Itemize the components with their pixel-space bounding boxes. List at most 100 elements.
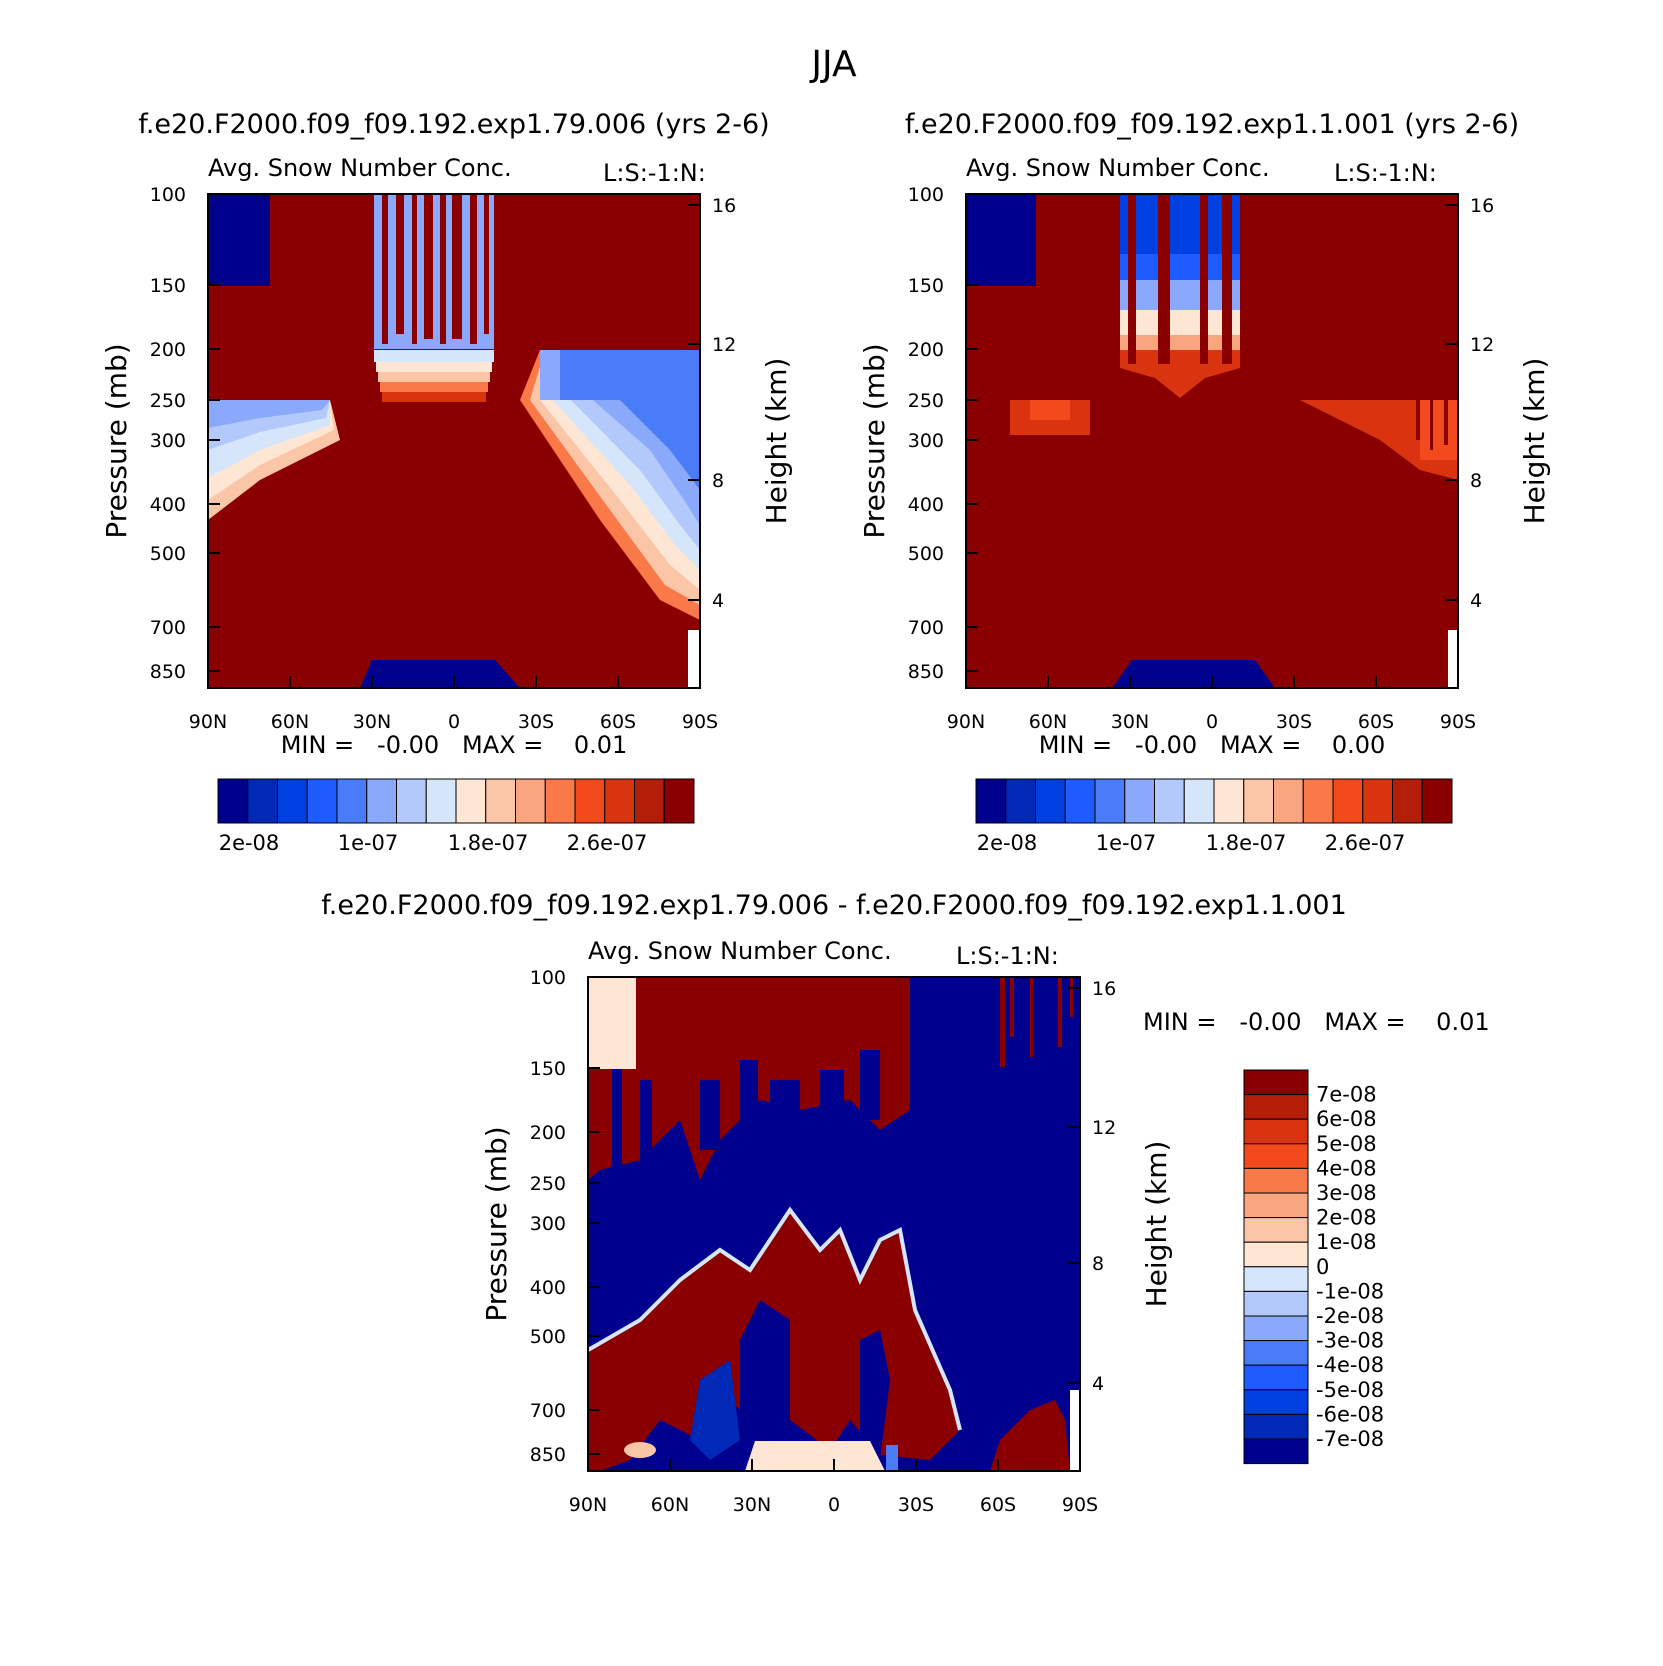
- panel-c-minmax: MIN = -0.00 MAX = 0.01: [1143, 1008, 1490, 1036]
- panel-c-htick: 12: [1092, 1117, 1116, 1139]
- colorbar-box: [1243, 1167, 1309, 1194]
- colorbar-box: [1243, 1217, 1309, 1243]
- colorbar-box: [277, 778, 308, 824]
- panel-c-cbar-label: 6e-08: [1316, 1107, 1377, 1131]
- panel-b-right-ticklabels: 16 12 8 4: [1470, 195, 1494, 612]
- colorbar-box: [1124, 778, 1155, 824]
- panel-c-ytick: 200: [530, 1122, 566, 1144]
- colorbar-box: [217, 778, 249, 824]
- panel-b-ylabel: Pressure (mb): [858, 343, 891, 538]
- colorbar-box: [1005, 778, 1036, 824]
- panel-c-title: Avg. Snow Number Conc.: [588, 937, 892, 965]
- panel-a-ytick: 700: [150, 617, 186, 639]
- panel-a-ytick: 100: [150, 184, 186, 206]
- panel-a-ytick: 300: [150, 430, 186, 452]
- panel-c-right-title: L:S:-1:N:: [956, 942, 1059, 970]
- colorbar-box: [1243, 1241, 1309, 1268]
- colorbar-box: [1273, 778, 1304, 824]
- panel-c-cbar-label: -7e-08: [1316, 1427, 1384, 1451]
- panel-c-ylabel-right: Height (km): [1140, 1141, 1173, 1308]
- panel-a-cbar-label: 2.6e-07: [567, 831, 648, 855]
- panel-b-xtick: 60N: [1029, 711, 1067, 733]
- panel-c-cbar-label: -4e-08: [1316, 1353, 1384, 1377]
- panel-c-right-ticklabels: 16 12 8 4: [1092, 978, 1116, 1395]
- panel-c-ylabel: Pressure (mb): [480, 1126, 513, 1321]
- panel-a-htick: 16: [712, 195, 736, 217]
- colorbar-box: [1392, 778, 1423, 824]
- panel-c-cbar-label: -1e-08: [1316, 1279, 1384, 1303]
- panel-c-yticklabels: 100 150 200 250 300 400 500 700 850: [530, 967, 566, 1466]
- panel-c-colorbar: [1243, 1069, 1309, 1465]
- panel-b-yticklabels: 100 150 200 250 300 400 500 700 850: [908, 184, 944, 683]
- colorbar-box: [1243, 1069, 1309, 1096]
- colorbar-box: [1035, 778, 1066, 824]
- panel-b-cbar-label: 2.6e-07: [1325, 831, 1406, 855]
- panel-b-xtick: 30N: [1111, 711, 1149, 733]
- panel-b-htick: 12: [1470, 334, 1494, 356]
- panel-b-colorbar: [975, 778, 1453, 824]
- colorbar-box: [544, 778, 576, 824]
- colorbar-box: [663, 778, 695, 824]
- figure-title: JJA: [809, 44, 857, 85]
- colorbar-box: [425, 778, 457, 824]
- panel-b-caption: f.e20.F2000.f09_f09.192.exp1.1.001 (yrs …: [905, 109, 1519, 140]
- panel-b-xticklabels: 90N 60N 30N 0 30S 60S 90S: [947, 711, 1476, 733]
- colorbar-box: [1094, 778, 1126, 824]
- panel-c-cbar-label: -6e-08: [1316, 1402, 1384, 1426]
- panel-c-xticklabels: 90N 60N 30N 0 30S 60S 90S: [569, 1494, 1098, 1516]
- colorbar-box: [1243, 1094, 1309, 1120]
- colorbar-box: [1243, 1438, 1309, 1465]
- colorbar-box: [1362, 778, 1393, 824]
- panel-b-field: [966, 194, 1458, 688]
- panel-a-xtick: 30S: [518, 711, 554, 733]
- colorbar-box: [574, 778, 606, 824]
- colorbar-box: [366, 778, 397, 824]
- panel-c-ytick: 250: [530, 1173, 566, 1195]
- panel-a-colorbar: [217, 778, 695, 824]
- panel-a-xtick: 0: [448, 711, 460, 733]
- panel-a-minmax: MIN = -0.00 MAX = 0.01: [281, 731, 628, 759]
- panel-a-field: [208, 194, 700, 688]
- panel-c-xtick: 30S: [898, 1494, 934, 1516]
- colorbar-box: [515, 778, 546, 824]
- panel-c-ytick: 700: [530, 1400, 566, 1422]
- panel-c-cbar-label: 2e-08: [1316, 1206, 1377, 1230]
- panel-a-xtick: 90S: [682, 711, 718, 733]
- panel-c-ytick: 300: [530, 1213, 566, 1235]
- panel-c-ytick: 100: [530, 967, 566, 989]
- panel-c-field: [588, 977, 1080, 1471]
- colorbar-box: [1064, 778, 1096, 824]
- colorbar-box: [1243, 1315, 1309, 1342]
- panel-c-xtick: 90N: [569, 1494, 607, 1516]
- panel-b-htick: 8: [1470, 470, 1482, 492]
- panel-a-cbar-label: 1.8e-07: [448, 831, 529, 855]
- colorbar-box: [604, 778, 635, 824]
- panel-b-ytick: 200: [908, 339, 944, 361]
- panel-b-ytick: 400: [908, 494, 944, 516]
- panel-c-cbar-label: 3e-08: [1316, 1181, 1377, 1205]
- colorbar-box: [306, 778, 338, 824]
- panel-c-ticks: [587, 976, 1081, 1471]
- panel-c-cbar-label: -3e-08: [1316, 1329, 1384, 1353]
- panel-a-xtick: 90N: [189, 711, 227, 733]
- panel-b-right-title: L:S:-1:N:: [1334, 159, 1437, 187]
- panel-a-htick: 12: [712, 334, 736, 356]
- panel-b-ytick: 250: [908, 390, 944, 412]
- panel-c-colorbar-labels: 7e-086e-085e-084e-083e-082e-081e-080-1e-…: [1316, 1083, 1384, 1451]
- panel-a-ytick: 250: [150, 390, 186, 412]
- panel-a-htick: 8: [712, 470, 724, 492]
- panel-b: f.e20.F2000.f09_f09.192.exp1.1.001 (yrs …: [858, 109, 1551, 855]
- panel-b-cbar-label: 1e-07: [1096, 831, 1157, 855]
- panel-c-cbar-label: 4e-08: [1316, 1156, 1377, 1180]
- panel-b-ytick: 300: [908, 430, 944, 452]
- panel-c-ytick: 400: [530, 1277, 566, 1299]
- colorbar-box: [1154, 778, 1185, 824]
- panel-a-cbar-label: 2e-08: [219, 831, 280, 855]
- panel-c-htick: 16: [1092, 978, 1116, 1000]
- panel-c-caption: f.e20.F2000.f09_f09.192.exp1.79.006 - f.…: [321, 890, 1347, 921]
- panel-a-ytick: 500: [150, 543, 186, 565]
- colorbar-box: [975, 778, 1007, 824]
- panel-b-ticks: [965, 193, 1459, 688]
- colorbar-box: [396, 778, 427, 824]
